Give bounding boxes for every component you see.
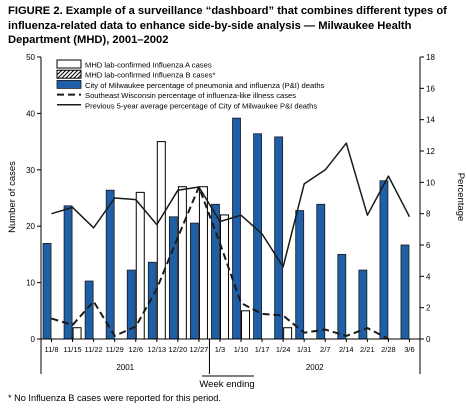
x-tick-label: 11/29 [106,345,124,354]
pi-deaths-bar [190,222,199,340]
y-axis-label-right: Percentage [455,173,466,222]
figure-title: FIGURE 2. Example of a surveillance “das… [8,5,447,46]
influenza-a-bar [156,141,166,340]
pi-deaths-bar [274,136,284,340]
legend-label: Southeast Wisconsin percentage of influe… [85,91,296,100]
pi-deaths-bar [253,133,262,340]
influenza-a-bar [198,186,208,340]
x-tick-label: 12/27 [190,345,209,354]
x-tick-label: 2/14 [339,345,354,354]
x-tick-label: 11/8 [45,345,59,354]
legend-swatch-influenza-b [56,69,82,79]
pi-deaths-bar [84,280,94,340]
pi-deaths-bar [295,210,305,340]
legend-swatch-pi-deaths [56,80,82,89]
legend-label: Previous 5-year average percentage of Ci… [85,101,317,110]
pi-deaths-bar [168,216,178,340]
pi-deaths-bar [400,244,410,340]
y-tick-label-right: 6 [426,241,431,250]
y-tick-label-right: 10 [426,178,435,187]
y-tick-label-right: 8 [426,210,431,219]
influenza-a-bar [219,214,229,340]
pi-deaths-bar [379,180,389,340]
pi-deaths-bar [316,203,326,340]
x-tick-label: 1/3 [215,345,225,354]
y-tick-label-left: 30 [26,166,35,175]
ili-percentage-line [51,186,389,340]
y-tick-label-left: 10 [26,279,35,288]
year-label: 2002 [306,363,324,372]
x-tick-label: 1/31 [297,345,312,354]
pi-deaths-bar [63,205,73,340]
influenza-a-bar [241,310,251,340]
x-tick-label: 12/6 [128,345,143,354]
x-tick-label: 11/22 [85,345,103,354]
five-year-average-line [51,142,411,268]
x-axis-label: Week ending [199,379,254,390]
y-tick-label-left: 50 [26,53,35,62]
x-tick-label: 1/24 [276,345,291,354]
y-tick-label-right: 16 [426,84,435,93]
y-tick-label-right: 18 [426,53,435,62]
y-tick-label-right: 12 [426,147,435,156]
legend-label: MHD lab-confirmed Influenza A cases [85,61,212,70]
x-tick-label: 2/28 [381,345,396,354]
y-tick-label-left: 40 [26,109,35,118]
influenza-a-bar [72,327,82,340]
x-tick-label: 1/17 [255,345,270,354]
y-tick-label-right: 2 [426,304,431,313]
pi-deaths-bar [337,253,347,340]
y-axis-label-left: Number of cases [7,161,18,233]
x-tick-label: 12/20 [168,345,187,354]
legend-swatch-influenza-a [56,59,82,69]
y-tick-label-right: 4 [426,272,431,281]
x-tick-label: 11/15 [63,345,81,354]
x-tick-label: 3/6 [404,345,414,354]
y-tick-label-left: 20 [26,222,35,231]
x-tick-label: 1/10 [234,345,249,354]
influenza-a-bar [283,327,293,340]
y-tick-label-right: 0 [426,335,431,344]
pi-deaths-bar [232,117,241,340]
legend-label: City of Milwaukee percentage of pneumoni… [85,81,325,90]
x-tick-label: 2/21 [360,345,375,354]
y-tick-label-left: 0 [31,335,36,344]
x-tick-label: 12/13 [147,345,166,354]
pi-deaths-bar [105,189,115,340]
pi-deaths-bar [42,243,52,340]
influenza-a-bar [177,186,187,340]
x-tick-label: 2/7 [320,345,330,354]
y-tick-label-right: 14 [426,116,435,125]
footnote: * No Influenza B cases were reported for… [8,393,221,403]
year-label: 2001 [116,363,134,372]
legend-label: MHD lab-confirmed Influenza B cases* [85,71,215,80]
